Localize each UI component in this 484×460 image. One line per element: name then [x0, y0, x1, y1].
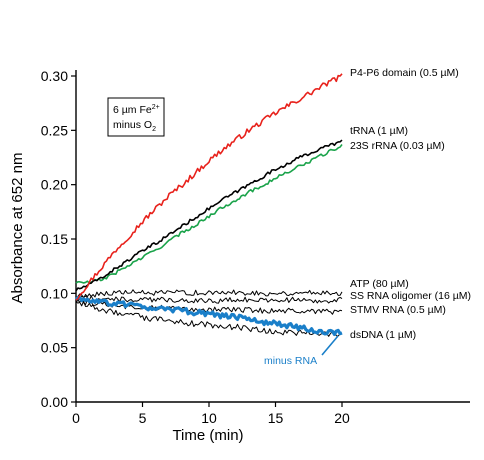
x-tick-label: 10 — [201, 410, 217, 426]
x-tick-label: 5 — [139, 410, 147, 426]
series-line — [75, 289, 343, 299]
series-label: minus RNA — [264, 355, 317, 367]
x-tick-label: 0 — [72, 410, 80, 426]
series-label: STMV RNA (0.5 µM) — [350, 304, 446, 316]
series-line — [74, 295, 343, 337]
x-axis-title: Time (min) — [172, 427, 243, 444]
conditions-line-2: minus O2 — [113, 119, 156, 133]
series-layer — [74, 73, 343, 337]
series-line — [75, 139, 343, 292]
y-tick-label: 0.10 — [41, 285, 68, 301]
series-label: 23S rRNA (0.03 µM) — [350, 140, 445, 152]
y-tick-label: 0.20 — [41, 177, 68, 193]
series-line — [75, 299, 343, 337]
series-label: dsDNA (1 µM) — [350, 329, 416, 341]
series-labels: P4-P6 domain (0.5 µM) tRNA (1 µM) 23S rRNA… — [264, 67, 471, 367]
y-tick-label: 0.00 — [41, 394, 68, 410]
series-line — [75, 144, 343, 284]
series-label: ATP (80 µM) — [350, 278, 409, 290]
series-line — [75, 73, 343, 301]
series-label: tRNA (1 µM) — [350, 125, 408, 137]
y-tick-label: 0.30 — [41, 68, 68, 84]
y-axis-title: Absorbance at 652 nm — [9, 153, 26, 304]
series-label: SS RNA oligomer (16 µM) — [350, 290, 471, 302]
y-tick-label: 0.25 — [41, 122, 68, 138]
series-line — [75, 298, 343, 315]
x-ticks: 0 5 10 15 20 — [72, 402, 350, 426]
y-ticks: 0.00 0.05 0.10 0.15 0.20 0.25 0.30 — [41, 68, 76, 410]
axes: 0.00 0.05 0.10 0.15 0.20 0.25 0.30 0 5 10 15 20 — [41, 68, 470, 426]
x-tick-label: 15 — [268, 410, 284, 426]
y-tick-label: 0.15 — [41, 231, 68, 247]
conditions-line-1: 6 µm Fe2+ — [113, 104, 160, 116]
series-label: P4-P6 domain (0.5 µM) — [350, 67, 459, 79]
y-tick-label: 0.05 — [41, 340, 68, 356]
conditions-box: 6 µm Fe2+ minus O2 — [107, 97, 165, 137]
series-line — [75, 295, 343, 304]
minus-rna-pointer — [321, 335, 339, 356]
x-tick-label: 20 — [334, 410, 350, 426]
